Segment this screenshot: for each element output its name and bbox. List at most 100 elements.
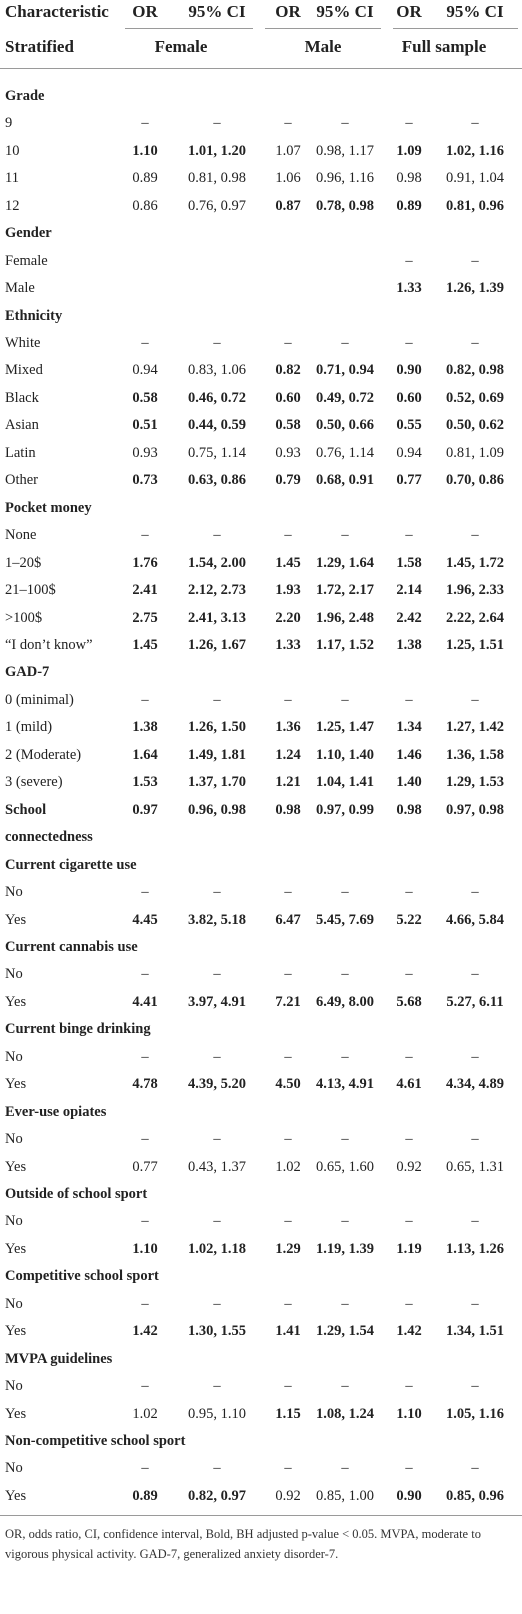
- or-cell: 1.42: [132, 1323, 158, 1340]
- header: OR: [396, 2, 422, 21]
- ci-cell: –: [341, 884, 349, 901]
- or-cell: –: [284, 1131, 292, 1148]
- ci-cell: –: [213, 115, 221, 132]
- or-cell: 1.64: [132, 746, 158, 763]
- row-label: Yes: [5, 1240, 27, 1257]
- or-cell: 0.98: [396, 801, 422, 818]
- row-label: Yes: [5, 1405, 27, 1422]
- row-label: No: [5, 884, 23, 901]
- or-cell: 1.07: [275, 142, 301, 159]
- or-cell: 6.47: [275, 911, 301, 928]
- or-cell: 0.90: [396, 1487, 422, 1504]
- or-cell: 4.45: [132, 911, 158, 928]
- ci-cell: 1.45, 1.72: [446, 554, 504, 571]
- data-row: No – – – – – –: [0, 1208, 522, 1235]
- section-row: GAD-7: [0, 659, 522, 686]
- or-cell: 0.89: [132, 1487, 158, 1504]
- row-label: Mixed: [5, 362, 43, 379]
- row-label: 9: [5, 115, 13, 132]
- subheader: Full sample: [401, 37, 487, 56]
- or-cell: 0.86: [132, 197, 158, 214]
- row-label: No: [5, 1131, 23, 1148]
- ci-cell: 1.29, 1.64: [316, 554, 374, 571]
- ci-cell: 0.91, 1.04: [446, 170, 504, 187]
- or-cell: 0.60: [275, 389, 301, 406]
- header: Characteristic: [5, 2, 109, 21]
- data-row: None – – – – – –: [0, 522, 522, 549]
- or-cell: –: [284, 1048, 292, 1065]
- ci-cell: 0.43, 1.37: [188, 1158, 246, 1175]
- section-row: Current cigarette use: [0, 852, 522, 879]
- or-cell: 0.73: [132, 472, 158, 489]
- data-row: Yes 4.41 3.97, 4.91 7.21 6.49, 8.00 5.68 5.27,…: [0, 989, 522, 1016]
- or-cell: 0.92: [396, 1158, 422, 1175]
- foot-rule: [0, 1515, 522, 1516]
- or-cell: 1.76: [132, 554, 158, 571]
- or-cell: –: [284, 115, 292, 132]
- or-cell: 1.93: [275, 582, 301, 599]
- section-row: Current binge drinking: [0, 1016, 522, 1043]
- data-row: No – – – – – –: [0, 879, 522, 906]
- subheader: Stratified: [5, 37, 74, 56]
- or-cell: 1.38: [396, 637, 422, 653]
- ci-cell: 0.52, 0.69: [446, 389, 504, 406]
- or-cell: –: [405, 884, 413, 901]
- row-label: No: [5, 1295, 23, 1312]
- ci-cell: –: [341, 1378, 349, 1395]
- or-cell: 1.19: [396, 1240, 422, 1257]
- or-cell: 0.98: [275, 801, 301, 818]
- row-label: Yes: [5, 993, 27, 1010]
- ci-cell: –: [213, 966, 221, 983]
- section-row: Current cannabis use: [0, 934, 522, 961]
- or-cell: 0.94: [132, 362, 158, 379]
- or-cell: 1.21: [275, 774, 301, 791]
- ci-cell: –: [471, 335, 479, 352]
- section-row: Pocket money: [0, 495, 522, 522]
- ci-cell: 1.26, 1.67: [188, 637, 246, 653]
- data-row: Yes 1.10 1.02, 1.18 1.29 1.19, 1.39 1.19 1.13,…: [0, 1236, 522, 1263]
- data-row: Yes 0.89 0.82, 0.97 0.92 0.85, 1.00 0.90 0.85,…: [0, 1483, 522, 1510]
- data-row: No – – – – – –: [0, 1126, 522, 1153]
- data-row: Other 0.73 0.63, 0.86 0.79 0.68, 0.91 0.77 0.7…: [0, 467, 522, 494]
- or-cell: 0.82: [275, 362, 301, 379]
- section-label: Current binge drinking: [5, 1021, 151, 1038]
- or-cell: 1.33: [396, 280, 422, 297]
- ci-cell: 1.27, 1.42: [446, 719, 504, 736]
- or-cell: 1.15: [275, 1405, 301, 1422]
- ci-cell: –: [341, 335, 349, 352]
- ci-cell: –: [341, 1213, 349, 1230]
- ci-cell: 0.82, 0.97: [188, 1487, 246, 1504]
- header-rule: [0, 68, 522, 69]
- section-label: Current cannabis use: [5, 938, 138, 955]
- or-cell: 4.61: [396, 1076, 422, 1093]
- ci-cell: 1.25, 1.51: [446, 637, 504, 653]
- ci-cell: 1.96, 2.33: [446, 582, 504, 599]
- header: 95% CI: [316, 2, 374, 21]
- ci-cell: 1.34, 1.51: [446, 1323, 504, 1340]
- ci-cell: –: [471, 691, 479, 708]
- ci-cell: 0.98, 1.17: [316, 142, 374, 159]
- ci-cell: –: [471, 115, 479, 132]
- data-row: Black 0.58 0.46, 0.72 0.60 0.49, 0.72 0.60 0.5…: [0, 385, 522, 412]
- row-label: Yes: [5, 911, 27, 928]
- ci-cell: –: [471, 884, 479, 901]
- row-label: Male: [5, 280, 35, 297]
- ci-cell: 0.81, 1.09: [446, 444, 504, 461]
- group-rule: [125, 28, 253, 29]
- or-cell: 0.77: [396, 472, 422, 489]
- or-cell: –: [141, 115, 149, 132]
- data-row: 12 0.86 0.76, 0.97 0.87 0.78, 0.98 0.89 0.81, …: [0, 193, 522, 220]
- ci-cell: 0.97, 0.98: [446, 801, 504, 818]
- ci-cell: 0.85, 1.00: [316, 1487, 374, 1504]
- data-row: Yes 1.42 1.30, 1.55 1.41 1.29, 1.54 1.42 1.34,…: [0, 1318, 522, 1345]
- or-cell: –: [284, 691, 292, 708]
- ci-cell: 1.04, 1.41: [316, 774, 374, 791]
- section-row: Non-competitive school sport: [0, 1428, 522, 1455]
- or-cell: –: [405, 1460, 413, 1477]
- section-row: MVPA guidelines: [0, 1346, 522, 1373]
- ci-cell: –: [471, 1131, 479, 1148]
- or-cell: 1.36: [275, 719, 301, 736]
- group-rule: [393, 28, 518, 29]
- row-label: No: [5, 1048, 23, 1065]
